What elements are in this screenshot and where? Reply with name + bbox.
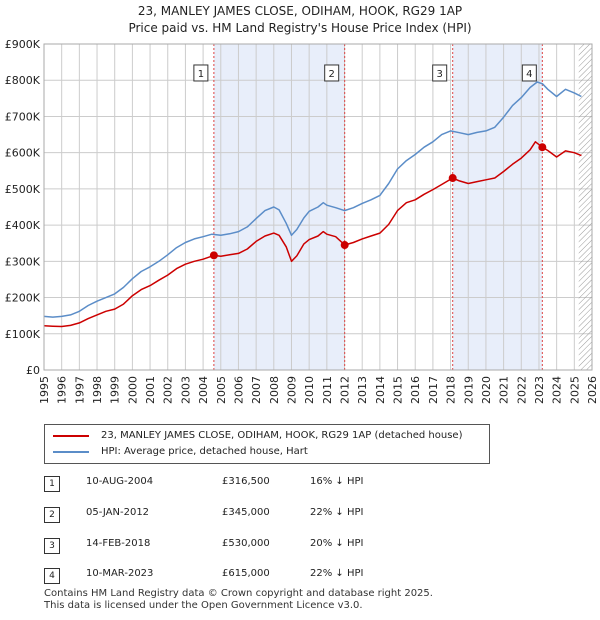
legend-label-property: 23, MANLEY JAMES CLOSE, ODIHAM, HOOK, RG… <box>101 430 463 441</box>
x-tick-label: 2023 <box>533 376 546 404</box>
x-tick-label: 2006 <box>232 376 245 404</box>
sale-point <box>209 251 218 260</box>
sale-marker-box <box>521 64 537 82</box>
x-tick-label: 2010 <box>303 376 316 404</box>
y-tick-label: £400K <box>5 219 41 232</box>
price-chart: 1 2 3 4 £0 £100K £200K £300K £400K £500K £600K £70… <box>5 38 599 404</box>
transaction-price: £316,500 <box>222 476 270 487</box>
x-tick-label: 2005 <box>215 376 228 404</box>
transaction-price: £345,000 <box>222 507 270 518</box>
sale-point <box>340 241 349 250</box>
y-tick-label: £600K <box>5 147 41 160</box>
shaded-period <box>452 44 543 370</box>
sale-marker-box <box>324 64 340 82</box>
x-tick-label: 1998 <box>91 376 104 404</box>
transaction-number: 4 <box>44 568 60 584</box>
x-tick-label: 1995 <box>38 376 51 404</box>
transaction-hpi-diff: 22% ↓ HPI <box>310 507 364 518</box>
transaction-price: £530,000 <box>222 538 270 549</box>
transaction-date: 14-FEB-2018 <box>86 538 151 549</box>
sale-point <box>538 143 547 152</box>
transaction-date: 10-AUG-2004 <box>86 476 154 487</box>
x-tick-label: 1997 <box>73 376 86 404</box>
legend-item-hpi: HPI: Average price, detached house, Hart <box>53 446 308 457</box>
sale-point <box>448 174 457 183</box>
shaded-period <box>213 44 345 370</box>
y-tick-label: £800K <box>5 74 41 87</box>
y-tick-label: £0 <box>26 364 40 377</box>
y-tick-label: £300K <box>5 255 41 268</box>
transaction-number: 2 <box>44 507 60 523</box>
x-tick-label: 2017 <box>427 376 440 404</box>
x-tick-label: 2004 <box>197 376 210 404</box>
footer-copyright: Contains HM Land Registry data © Crown c… <box>44 588 433 599</box>
x-tick-label: 2013 <box>356 376 369 404</box>
x-tick-label: 2025 <box>568 376 581 404</box>
x-tick-label: 2003 <box>179 376 192 404</box>
chart-title: 23, MANLEY JAMES CLOSE, ODIHAM, HOOK, RG… <box>137 4 463 18</box>
footer-licence: This data is licensed under the Open Gov… <box>44 600 363 611</box>
transaction-date: 05-JAN-2012 <box>86 507 150 518</box>
x-tick-label: 2012 <box>339 376 352 404</box>
transaction-hpi-diff: 20% ↓ HPI <box>310 538 364 549</box>
sale-marker-box <box>432 64 448 82</box>
transaction-date: 10-MAR-2023 <box>86 568 154 579</box>
legend-swatch-hpi <box>53 450 89 453</box>
x-tick-label: 2011 <box>321 376 334 404</box>
x-tick-label: 2008 <box>268 376 281 404</box>
sale-marker-label: 1 <box>198 69 204 80</box>
sale-marker-box <box>193 64 209 82</box>
hpi-line <box>43 81 582 318</box>
x-tick-label: 2020 <box>480 376 493 404</box>
x-tick-label: 2001 <box>144 376 157 404</box>
x-tick-label: 2007 <box>250 376 263 404</box>
x-tick-label: 2018 <box>445 376 458 404</box>
sale-marker-label: 2 <box>329 69 335 80</box>
y-tick-label: £700K <box>5 110 41 123</box>
x-tick-label: 1999 <box>109 376 122 404</box>
sale-marker-label: 3 <box>437 69 443 80</box>
x-tick-label: 2002 <box>162 376 175 404</box>
x-tick-label: 2014 <box>374 376 387 404</box>
legend-item-property: 23, MANLEY JAMES CLOSE, ODIHAM, HOOK, RG… <box>53 430 462 441</box>
transaction-hpi-diff: 16% ↓ HPI <box>310 476 364 487</box>
x-tick-label: 1996 <box>56 376 69 404</box>
chart-subtitle: Price paid vs. HM Land Registry's House … <box>128 21 472 35</box>
legend: 23, MANLEY JAMES CLOSE, ODIHAM, HOOK, RG… <box>44 424 490 464</box>
legend-label-hpi: HPI: Average price, detached house, Hart <box>101 446 308 457</box>
x-tick-label: 2000 <box>126 376 139 404</box>
x-tick-label: 2021 <box>498 376 511 404</box>
x-tick-label: 2009 <box>285 376 298 404</box>
transaction-number: 3 <box>44 538 60 554</box>
forecast-hatch <box>578 44 592 370</box>
property-price-line <box>43 141 582 328</box>
x-tick-label: 2016 <box>409 376 422 404</box>
transaction-number: 1 <box>44 476 60 492</box>
x-tick-label: 2024 <box>551 376 564 404</box>
plot-frame <box>43 43 593 371</box>
y-tick-label: £500K <box>5 183 41 196</box>
y-tick-label: £900K <box>5 38 41 51</box>
x-tick-label: 2022 <box>515 376 528 404</box>
x-tick-label: 2015 <box>392 376 405 404</box>
transaction-hpi-diff: 22% ↓ HPI <box>310 568 364 579</box>
y-tick-label: £100K <box>5 328 41 341</box>
x-tick-label: 2026 <box>586 376 599 404</box>
transaction-price: £615,000 <box>222 568 270 579</box>
legend-swatch-property <box>53 434 89 437</box>
y-tick-label: £200K <box>5 292 41 305</box>
sale-marker-label: 4 <box>526 69 532 80</box>
x-tick-label: 2019 <box>462 376 475 404</box>
